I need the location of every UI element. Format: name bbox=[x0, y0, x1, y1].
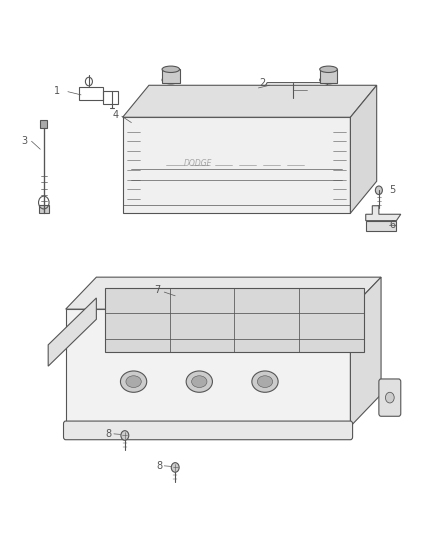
Text: 7: 7 bbox=[155, 286, 161, 295]
Polygon shape bbox=[123, 117, 350, 213]
Text: DODGE: DODGE bbox=[184, 159, 212, 168]
Polygon shape bbox=[320, 69, 337, 83]
Polygon shape bbox=[350, 85, 377, 213]
FancyBboxPatch shape bbox=[64, 421, 353, 440]
Text: 1: 1 bbox=[54, 86, 60, 95]
Circle shape bbox=[171, 463, 179, 472]
Ellipse shape bbox=[126, 376, 141, 387]
Polygon shape bbox=[366, 206, 401, 221]
Polygon shape bbox=[39, 205, 49, 213]
Polygon shape bbox=[105, 288, 364, 352]
Polygon shape bbox=[162, 69, 180, 83]
Ellipse shape bbox=[120, 371, 147, 392]
Polygon shape bbox=[66, 309, 350, 426]
FancyBboxPatch shape bbox=[379, 379, 401, 416]
Polygon shape bbox=[66, 277, 381, 309]
Polygon shape bbox=[40, 120, 47, 128]
Text: 3: 3 bbox=[21, 136, 27, 146]
Circle shape bbox=[121, 431, 129, 440]
Ellipse shape bbox=[162, 66, 180, 72]
Text: 4: 4 bbox=[113, 110, 119, 119]
Ellipse shape bbox=[186, 371, 212, 392]
Polygon shape bbox=[48, 298, 96, 366]
Polygon shape bbox=[366, 221, 396, 231]
Ellipse shape bbox=[192, 376, 207, 387]
Text: 6: 6 bbox=[389, 220, 395, 230]
Circle shape bbox=[385, 392, 394, 403]
Polygon shape bbox=[350, 277, 381, 426]
Text: 8: 8 bbox=[156, 461, 162, 471]
Circle shape bbox=[375, 186, 382, 195]
Polygon shape bbox=[123, 85, 377, 117]
Text: 5: 5 bbox=[389, 185, 395, 195]
Ellipse shape bbox=[320, 76, 337, 84]
Ellipse shape bbox=[257, 376, 272, 387]
Ellipse shape bbox=[320, 66, 337, 72]
Text: 8: 8 bbox=[106, 429, 112, 439]
Ellipse shape bbox=[252, 371, 278, 392]
Ellipse shape bbox=[162, 76, 180, 84]
Text: 2: 2 bbox=[260, 78, 266, 88]
